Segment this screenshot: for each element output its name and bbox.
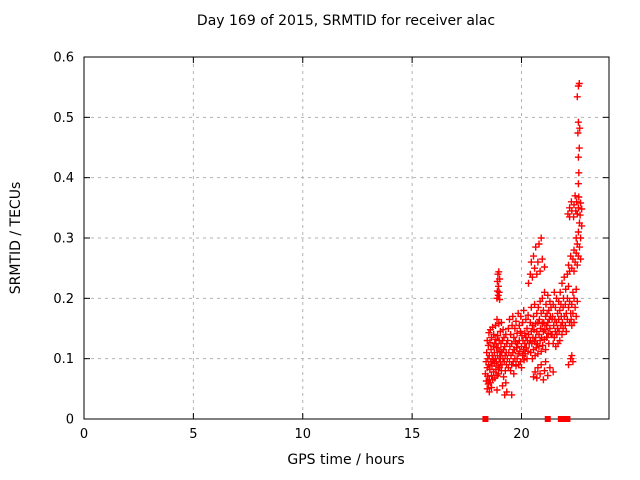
- x-tick-label: 5: [189, 427, 197, 442]
- square-marker: [482, 416, 489, 422]
- series-srmtid: [481, 80, 586, 399]
- y-tick-label: 0.1: [53, 352, 74, 367]
- y-tick-label: 0.6: [53, 51, 74, 66]
- y-tick-label: 0.4: [53, 171, 74, 186]
- y-tick-label: 0: [66, 413, 74, 428]
- square-marker: [564, 416, 571, 422]
- x-tick-labels: 0 5 10 15 20: [80, 427, 530, 442]
- y-tick-label: 0.2: [53, 292, 74, 307]
- chart-title: Day 169 of 2015, SRMTID for receiver ala…: [196, 13, 496, 29]
- tick-marks: [83, 56, 609, 420]
- x-axis-label: GPS time / hours: [287, 452, 405, 468]
- series-flags-on-axis: [482, 416, 571, 422]
- grid-lines: [84, 57, 609, 419]
- y-tick-label: 0.5: [53, 111, 74, 126]
- plus-markers: [481, 80, 586, 399]
- y-tick-label: 0.3: [53, 232, 74, 247]
- x-tick-label: 10: [294, 427, 311, 442]
- square-marker: [557, 416, 564, 422]
- square-marker: [544, 416, 551, 422]
- square-marker: [561, 416, 568, 422]
- y-tick-labels: 0 0.1 0.2 0.3 0.4 0.5 0.6: [53, 51, 74, 428]
- x-tick-label: 15: [404, 427, 421, 442]
- x-tick-label: 0: [80, 427, 88, 442]
- x-tick-label: 20: [513, 427, 530, 442]
